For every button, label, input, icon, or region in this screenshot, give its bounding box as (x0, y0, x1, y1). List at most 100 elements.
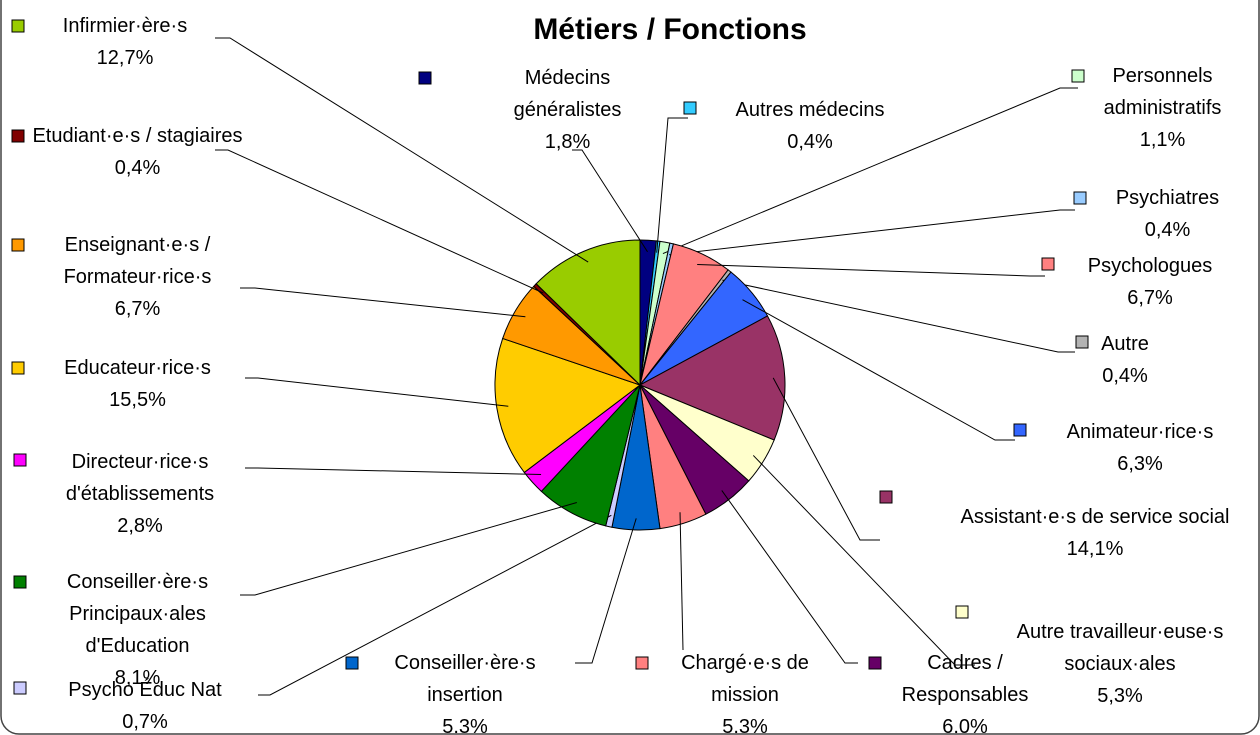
data-label: 0,4% (1102, 365, 1148, 387)
slice-label: Cadres / Responsables 6.0% (890, 647, 1040, 735)
data-label: 6,7% (114, 298, 161, 320)
slice-label: Conseiller·ère·s insertion 5.3% (365, 647, 565, 735)
legend-label: Autre travailleur·euse·s sociaux·ales (1016, 621, 1224, 675)
legend-swatch (868, 656, 882, 670)
slice-label: Chargé·e·s de mission 5.3% (655, 647, 835, 735)
pie-slice (638, 315, 786, 441)
leader-line (245, 377, 509, 407)
slice-label: Autre travailleur·euse·s sociaux·ales 5,3… (980, 616, 1260, 712)
slice-label: Assistant·e·s de service social 14,1% (950, 501, 1240, 565)
legend-swatch (1075, 335, 1089, 349)
legend-label: Médecins généralistes (513, 67, 622, 121)
legend-label: Directeur·rice·s d'établissements (65, 451, 215, 505)
legend-label: Personnels administratifs (1103, 65, 1222, 119)
legend-swatch (11, 238, 25, 252)
leader-line (742, 299, 1015, 441)
legend-label: Chargé·e·s de mission (681, 652, 809, 706)
chart-title: Métiers / Fonctions (533, 13, 807, 46)
legend-label: Psycho Éduc Nat (68, 679, 222, 701)
legend-label: Cadres / Responsables (901, 652, 1029, 706)
slice-label: Autre 0,4% (1095, 328, 1155, 392)
data-label: 6.0% (942, 716, 988, 735)
legend-label: Conseiller·ère·s insertion (394, 652, 536, 706)
data-label: 6,7% (1127, 287, 1173, 309)
legend-swatch (879, 490, 893, 504)
slice-label: Autres médecins 0,4% (705, 94, 915, 158)
legend-swatch (635, 656, 649, 670)
leader-line (575, 518, 637, 664)
legend-swatch (1071, 69, 1085, 83)
data-label: 5.3% (722, 716, 768, 735)
leader-line (245, 467, 542, 475)
data-label: 2,8% (117, 515, 163, 537)
legend-swatch (11, 361, 25, 375)
data-label: 1,1% (1139, 129, 1186, 151)
data-label: 5,3% (1097, 685, 1143, 707)
slice-label: Directeur·rice·s d'établissements 2,8% (30, 446, 250, 542)
leader-line (656, 117, 688, 253)
data-label: 15,5% (109, 389, 166, 411)
legend-swatch (683, 101, 697, 115)
slice-label: Personnels administratifs 1,1% (1065, 60, 1260, 156)
leader-line (669, 209, 1075, 256)
legend-label: Assistant·e·s de service social (960, 506, 1230, 528)
legend-swatch (13, 681, 27, 695)
leader-line (679, 512, 684, 651)
leader-line (215, 149, 544, 294)
leader-line (697, 263, 1045, 277)
slice-label: Infirmier·ère·s 12,7% (30, 10, 220, 74)
legend-label: Infirmier·ère·s (62, 15, 188, 37)
slice-label: Psycho Éduc Nat 0,7% (30, 674, 260, 735)
data-label: 12,7% (96, 47, 154, 69)
data-label: 0,7% (122, 711, 168, 733)
leader-line (240, 287, 526, 318)
data-label: 8,1% (114, 667, 161, 689)
legend-swatch (1073, 191, 1087, 205)
legend-label: Psychiatres (1115, 187, 1220, 209)
legend-label: Etudiant·e·s / stagiaires (32, 125, 243, 147)
legend-swatch (11, 129, 25, 143)
data-label: 1,8% (544, 131, 591, 153)
leader-line (215, 37, 589, 263)
legend-label: Autres médecins (735, 99, 885, 121)
legend-label: Animateur·rice·s (1066, 421, 1214, 443)
slice-label: Animateur·rice·s 6,3% (1035, 416, 1245, 480)
legend-swatch (13, 575, 27, 589)
data-label: 6,3% (1117, 453, 1163, 475)
slice-label: Psychologues 6,7% (1060, 250, 1240, 314)
slice-label: Conseiller·ère·s Principaux·ales d'Educa… (30, 566, 245, 694)
leader-line (722, 279, 1075, 353)
legend-label: Conseiller·ère·s Principaux·ales d'Educa… (66, 571, 209, 657)
pie-slice (535, 239, 641, 387)
slice-label: Médecins généralistes 1,8% (490, 62, 645, 158)
pie-slice (494, 337, 642, 474)
leader-line (662, 87, 1078, 255)
legend-swatch (955, 605, 969, 619)
legend-swatch (418, 71, 432, 85)
leader-line (721, 490, 858, 664)
data-label: 0,4% (114, 157, 161, 179)
legend-label: Educateur·rice·s (64, 357, 211, 379)
legend-swatch (13, 453, 27, 467)
legend-label: Enseignant·e·s / Formateur·rice·s (63, 234, 212, 288)
data-label: 0,4% (1144, 219, 1191, 241)
slice-label: Psychiatres 0,4% (1095, 182, 1240, 246)
slice-label: Etudiant·e·s / stagiaires 0,4% (30, 120, 245, 184)
slice-label: Enseignant·e·s / Formateur·rice·s 6,7% (30, 229, 245, 325)
leader-line (258, 514, 612, 696)
legend-label: Autre (1101, 333, 1149, 355)
leader-line (772, 377, 880, 541)
legend-swatch (345, 656, 359, 670)
slice-label: Educateur·rice·s 15,5% (30, 352, 245, 416)
leader-line (752, 455, 975, 666)
legend-swatch (1041, 257, 1055, 271)
data-label: 5.3% (442, 716, 488, 735)
data-label: 0,4% (787, 131, 833, 153)
leader-line (572, 149, 648, 253)
legend-label: Psychologues (1087, 255, 1213, 277)
legend-swatch (1013, 423, 1027, 437)
legend-swatch (11, 19, 25, 33)
